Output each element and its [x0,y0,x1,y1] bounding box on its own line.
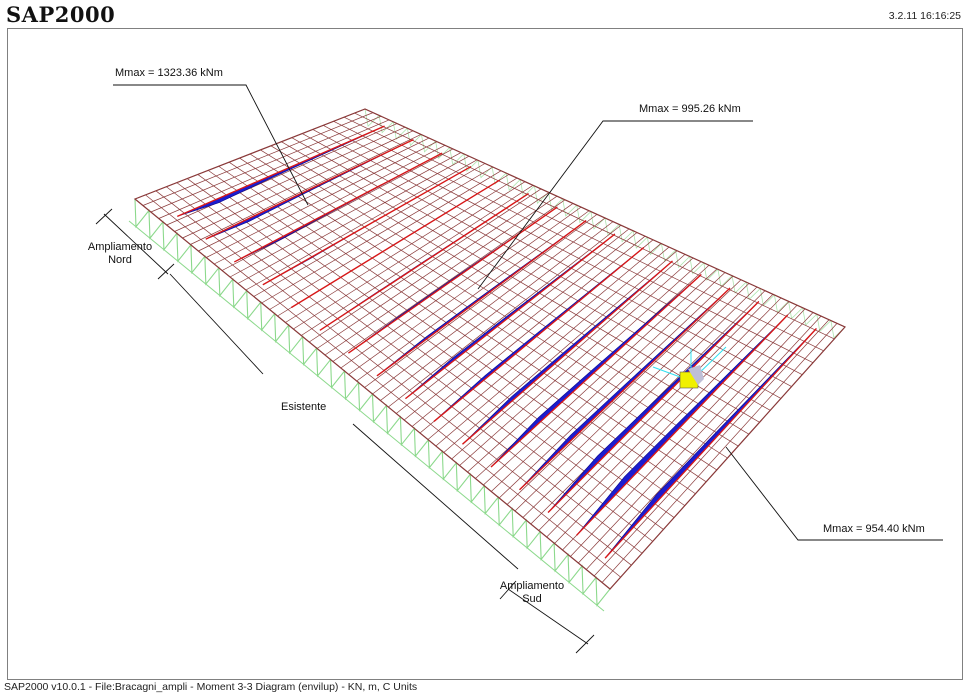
zone-dimension-line [499,580,517,600]
moment-diagrams [177,125,817,559]
beam-line [205,138,414,240]
status-bar: SAP2000 v10.0.1 - File:Bracagni_ampli - … [4,681,418,693]
beam-line [576,314,789,536]
grid-line [354,112,835,340]
moment-diagram-3d-view[interactable] [8,29,962,679]
beam-line [291,179,501,309]
mmax-label-center: Mmax = 995.26 kNm [639,103,741,115]
beam-line [262,165,472,286]
beam-line [177,125,385,218]
zone-label-ampliamento-nord-line2: Nord [108,254,132,266]
slab-outline [133,108,846,590]
beam-line [433,246,645,422]
beam-line [376,219,587,377]
zone-dimension-line [95,208,113,225]
truss-front [134,198,611,607]
zone-dimension-line [352,423,519,570]
zone-dimension-line [103,213,169,275]
model-viewport[interactable]: Mmax = 1323.36 kNm Mmax = 995.26 kNm Mma… [7,28,963,680]
zone-dimension-line [507,588,589,645]
app-title: SAP2000 [6,2,116,27]
mmax-leader-line [477,120,753,290]
mmax-leader-line [725,446,943,541]
zone-dimension-line [575,634,595,654]
beam-line [234,152,443,263]
grid-line [323,125,803,375]
beam-line [405,233,616,400]
beam-line [348,206,558,354]
mmax-label-right: Mmax = 954.40 kNm [823,523,925,535]
axis-cube-side [688,365,704,385]
grid-line [302,133,782,399]
beam-line [547,301,760,514]
zone-label-ampliamento-nord-line1: Ampliamento [87,241,153,253]
zone-label-ampliamento-sud: Ampliamento Sud [492,580,572,606]
zone-dimension-line [157,263,175,280]
zone-label-esistente: Esistente [281,401,327,413]
grid-line [312,129,792,387]
axis-widget-icon[interactable] [652,346,727,389]
zone-label-ampliamento-nord: Ampliamento Nord [80,241,160,267]
grid-line [260,149,739,447]
zone-dimension-line [169,273,264,375]
beam-line [604,328,817,559]
truss-bottom-chord [128,220,605,612]
mmax-leader-line [113,84,309,206]
grid-line [270,145,750,435]
grid-line [176,182,653,542]
truss-back [364,108,846,339]
grid-line [343,116,824,352]
beam-line [490,273,702,468]
beam-line [319,192,529,331]
grid-line [187,178,664,530]
timestamp: 3.2.11 16:16:25 [888,10,961,22]
grid-line [166,186,643,554]
grid-line [155,190,632,566]
grid-line [333,120,814,364]
grid-line [228,161,707,483]
support-truss [128,108,846,612]
beam-line [519,287,731,491]
beam-line [462,260,673,445]
zone-label-ampliamento-sud-line2: Sud [522,593,542,605]
mmax-label-left: Mmax = 1323.36 kNm [115,67,223,79]
grid-line [291,137,771,411]
annotation-leaders [95,84,943,654]
zone-label-ampliamento-sud-line1: Ampliamento [499,580,565,592]
grid-line [145,194,621,578]
